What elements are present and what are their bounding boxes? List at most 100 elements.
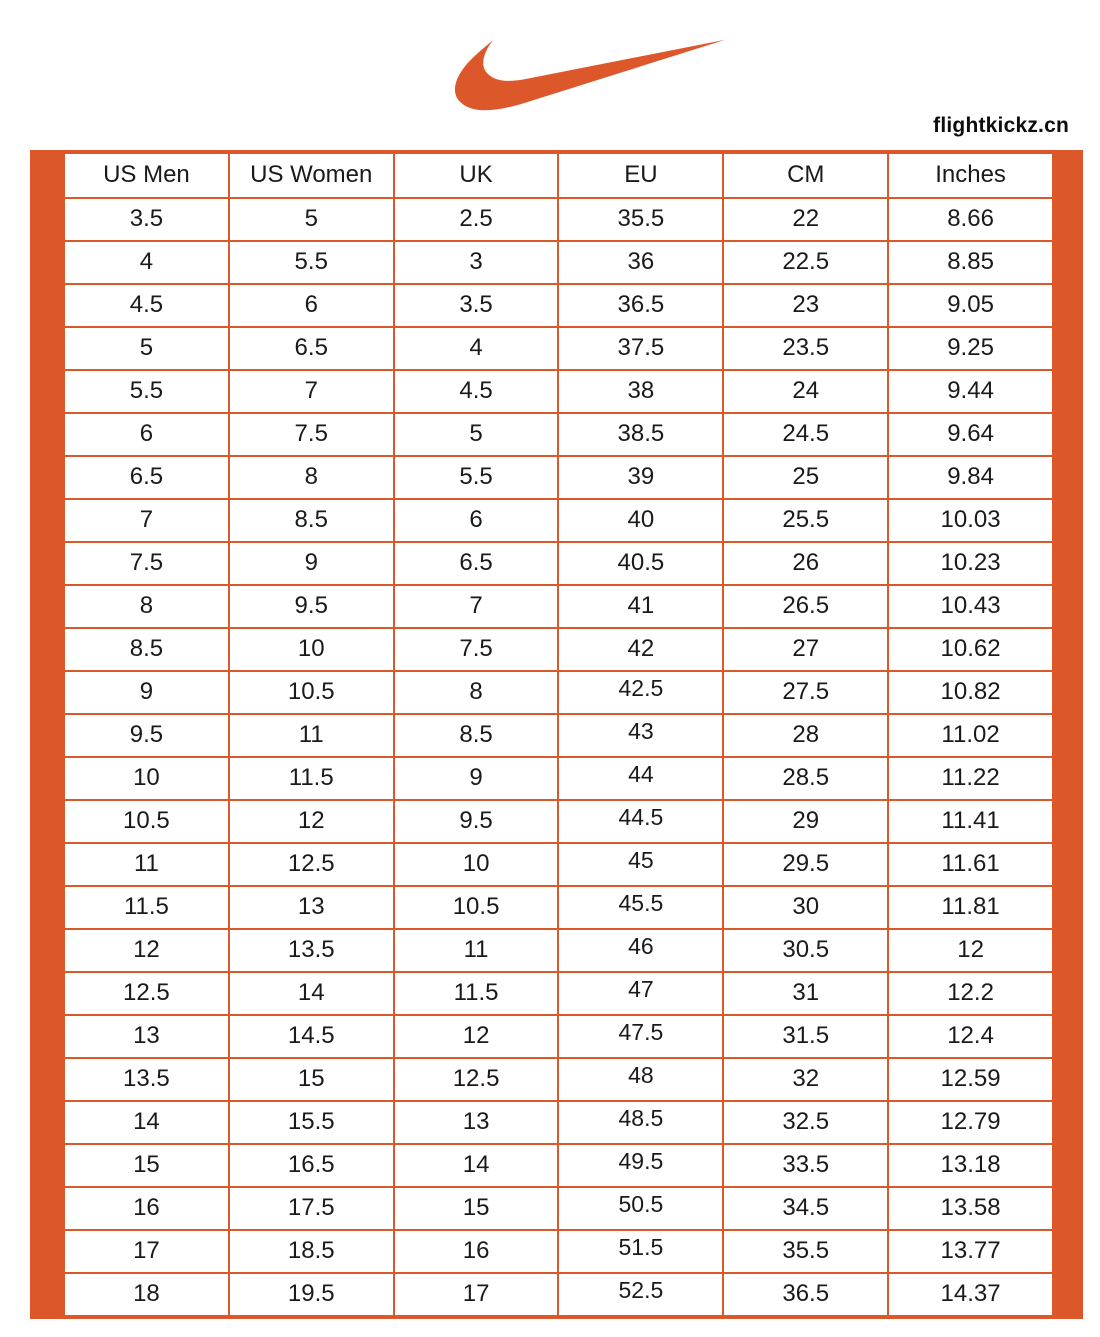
- table-row: 14 15.5 13 48.5 32.5 12.79: [63, 1100, 1054, 1145]
- table-cell: 10.62: [887, 627, 1054, 672]
- table-row: 6.5 8 5.5 39 25 9.84: [63, 455, 1054, 500]
- column-header-eu: EU: [557, 152, 725, 199]
- table-row: 8 9.5 7 41 26.5 10.43: [63, 584, 1054, 629]
- table-cell: 25: [722, 455, 890, 500]
- table-cell: 5.5: [63, 369, 230, 414]
- nike-swoosh-icon: [453, 28, 727, 122]
- table-cell: 9.25: [887, 326, 1054, 371]
- table-cell: 3.5: [63, 197, 230, 242]
- left-accent-bar: [32, 152, 63, 1317]
- table-cell: 8.85: [887, 240, 1054, 285]
- table-cell: 18: [63, 1272, 230, 1317]
- table-cell: 9.44: [887, 369, 1054, 414]
- table-cell: 32.5: [722, 1100, 890, 1145]
- table-cell: 10.5: [227, 670, 395, 715]
- size-table: US Men US Women UK EU CM Inches 3.5 5 2.5 35.5 22…: [63, 152, 1054, 1317]
- table-cell: 13: [63, 1014, 230, 1059]
- table-cell: 14.37: [887, 1272, 1054, 1317]
- table-row: 5.5 7 4.5 38 24 9.44: [63, 369, 1054, 414]
- table-cell: 10: [227, 627, 395, 672]
- table-cell: 44: [557, 756, 725, 801]
- table-cell: 12.5: [227, 842, 395, 887]
- table-cell: 7: [63, 498, 230, 543]
- table-row: 8.5 10 7.5 42 27 10.62: [63, 627, 1054, 672]
- table-cell: 11.02: [887, 713, 1054, 758]
- table-cell: 13.58: [887, 1186, 1054, 1231]
- table-cell: 31.5: [722, 1014, 890, 1059]
- table-cell: 6: [392, 498, 560, 543]
- table-cell: 4: [392, 326, 560, 371]
- table-cell: 11: [63, 842, 230, 887]
- table-cell: 4: [63, 240, 230, 285]
- column-header-uk: UK: [392, 152, 560, 199]
- right-accent-bar: [1054, 152, 1081, 1317]
- table-cell: 6.5: [63, 455, 230, 500]
- table-cell: 15: [392, 1186, 560, 1231]
- table-cell: 14: [63, 1100, 230, 1145]
- table-row: 7.5 9 6.5 40.5 26 10.23: [63, 541, 1054, 586]
- table-row: 9 10.5 8 42.5 27.5 10.82: [63, 670, 1054, 715]
- table-cell: 39: [557, 455, 725, 500]
- table-cell: 42.5: [557, 670, 725, 715]
- table-cell: 28: [722, 713, 890, 758]
- table-cell: 7.5: [227, 412, 395, 457]
- table-cell: 12.2: [887, 971, 1054, 1016]
- table-cell: 10.43: [887, 584, 1054, 629]
- table-cell: 17: [63, 1229, 230, 1274]
- table-cell: 7: [227, 369, 395, 414]
- table-cell: 40: [557, 498, 725, 543]
- table-cell: 8.5: [227, 498, 395, 543]
- table-cell: 45.5: [557, 885, 725, 930]
- table-row: 10.5 12 9.5 44.5 29 11.41: [63, 799, 1054, 844]
- size-table-header: US Men US Women UK EU CM Inches: [63, 152, 1054, 199]
- table-cell: 13: [227, 885, 395, 930]
- table-cell: 36: [557, 240, 725, 285]
- table-cell: 11.61: [887, 842, 1054, 887]
- table-cell: 25.5: [722, 498, 890, 543]
- table-row: 16 17.5 15 50.5 34.5 13.58: [63, 1186, 1054, 1231]
- table-cell: 28.5: [722, 756, 890, 801]
- table-cell: 9.5: [227, 584, 395, 629]
- size-conversion-table: US Men US Women UK EU CM Inches 3.5 5 2.5 35.5 22…: [30, 150, 1083, 1319]
- table-cell: 12.5: [63, 971, 230, 1016]
- table-row: 13.5 15 12.5 48 32 12.59: [63, 1057, 1054, 1102]
- table-cell: 11.5: [63, 885, 230, 930]
- table-cell: 5: [227, 197, 395, 242]
- table-cell: 6: [63, 412, 230, 457]
- table-cell: 17: [392, 1272, 560, 1317]
- table-cell: 26: [722, 541, 890, 586]
- table-cell: 23.5: [722, 326, 890, 371]
- table-cell: 7: [392, 584, 560, 629]
- table-cell: 14: [227, 971, 395, 1016]
- table-cell: 10.5: [392, 885, 560, 930]
- table-cell: 8.66: [887, 197, 1054, 242]
- table-cell: 17.5: [227, 1186, 395, 1231]
- table-cell: 47: [557, 971, 725, 1016]
- table-cell: 7.5: [63, 541, 230, 586]
- table-cell: 7.5: [392, 627, 560, 672]
- table-cell: 10.23: [887, 541, 1054, 586]
- table-cell: 38.5: [557, 412, 725, 457]
- table-row: 11 12.5 10 45 29.5 11.61: [63, 842, 1054, 887]
- table-cell: 23: [722, 283, 890, 328]
- table-row: 5 6.5 4 37.5 23.5 9.25: [63, 326, 1054, 371]
- table-cell: 30.5: [722, 928, 890, 973]
- table-cell: 49.5: [557, 1143, 725, 1188]
- table-cell: 31: [722, 971, 890, 1016]
- table-cell: 43: [557, 713, 725, 758]
- table-cell: 24.5: [722, 412, 890, 457]
- table-row: 17 18.5 16 51.5 35.5 13.77: [63, 1229, 1054, 1274]
- table-cell: 40.5: [557, 541, 725, 586]
- table-cell: 8.5: [63, 627, 230, 672]
- table-cell: 12.79: [887, 1100, 1054, 1145]
- table-cell: 12: [392, 1014, 560, 1059]
- table-cell: 22: [722, 197, 890, 242]
- table-cell: 12.59: [887, 1057, 1054, 1102]
- table-cell: 26.5: [722, 584, 890, 629]
- table-cell: 14: [392, 1143, 560, 1188]
- table-row: 11.5 13 10.5 45.5 30 11.81: [63, 885, 1054, 930]
- table-cell: 2.5: [392, 197, 560, 242]
- table-cell: 16: [63, 1186, 230, 1231]
- table-cell: 44.5: [557, 799, 725, 844]
- table-cell: 8: [63, 584, 230, 629]
